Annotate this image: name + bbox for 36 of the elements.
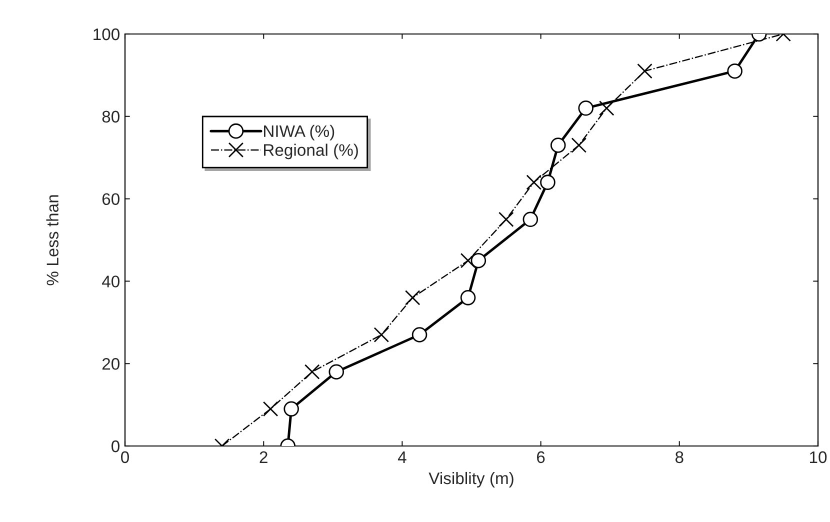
y-tick-label: 100 (94, 28, 120, 40)
x-tick-label: 2 (260, 451, 268, 463)
y-tick-label: 20 (102, 358, 120, 370)
point (404, 290, 420, 306)
point (460, 290, 476, 306)
point (328, 364, 344, 380)
legend-label: NIWA (%) (264, 124, 334, 140)
y-axis-title: % Less than (46, 195, 58, 286)
y-tick-label: 0 (112, 440, 120, 452)
point (284, 401, 299, 417)
y-tick-label: 40 (102, 276, 120, 288)
x-axis-title: Visiblity (m) (428, 472, 514, 488)
point (374, 327, 390, 342)
x-tick-label: 10 (810, 451, 827, 464)
point (470, 252, 486, 268)
point (540, 174, 556, 190)
x-tick-label: 0 (121, 451, 129, 464)
point (262, 401, 278, 417)
point (526, 174, 542, 190)
point (498, 212, 514, 228)
x-tick-label: 8 (675, 451, 684, 464)
point (571, 138, 587, 153)
legend-label: Regional (%) (264, 144, 358, 160)
x-tick-label: 4 (398, 451, 406, 463)
point (412, 327, 428, 342)
point (598, 100, 614, 116)
point (522, 212, 538, 228)
point (637, 63, 652, 79)
x-tick-label: 6 (537, 451, 545, 464)
point (460, 252, 476, 268)
y-tick-label: 60 (102, 193, 120, 206)
point (304, 364, 320, 380)
point (727, 63, 742, 79)
point (550, 138, 566, 153)
point (578, 100, 594, 116)
y-tick-label: 80 (102, 110, 120, 123)
